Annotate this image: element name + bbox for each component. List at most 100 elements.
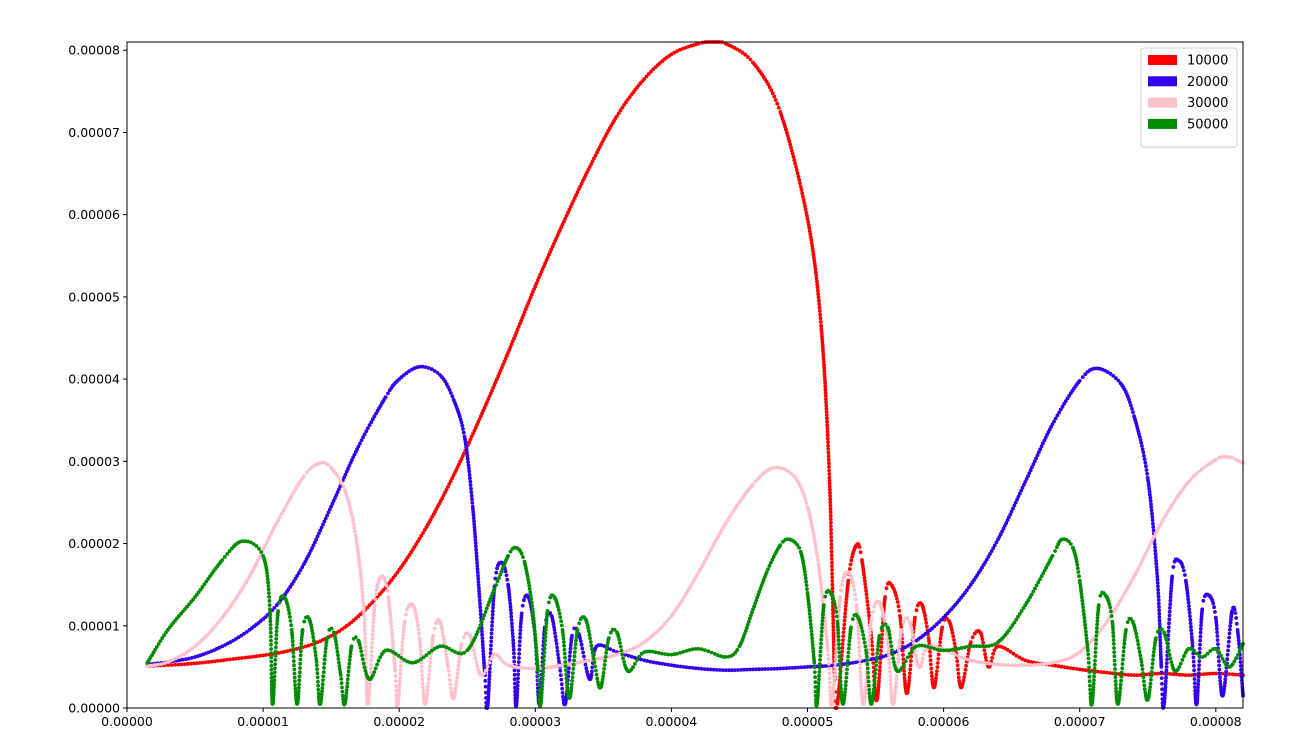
point-50000	[494, 583, 498, 587]
point-50000	[269, 667, 274, 672]
point-10000	[615, 114, 619, 118]
point-20000	[1168, 595, 1173, 600]
point-50000	[297, 674, 302, 679]
point-10000	[825, 416, 829, 421]
point-50000	[297, 682, 301, 687]
point-50000	[835, 622, 840, 626]
point-20000	[1214, 623, 1219, 628]
point-50000	[666, 652, 671, 657]
point-50000	[752, 604, 756, 609]
point-30000	[1135, 569, 1139, 573]
point-10000	[209, 659, 214, 664]
point-50000	[1189, 646, 1194, 651]
point-10000	[1071, 666, 1076, 671]
point-50000	[875, 655, 879, 659]
point-50000	[335, 649, 340, 654]
point-50000	[298, 653, 303, 658]
point-50000	[733, 650, 738, 655]
point-50000	[572, 658, 576, 663]
point-10000	[1177, 672, 1182, 677]
point-20000	[1157, 608, 1161, 613]
point-10000	[527, 298, 532, 303]
point-50000	[565, 686, 570, 691]
point-20000	[1157, 605, 1161, 609]
point-10000	[1186, 673, 1191, 677]
point-50000	[660, 651, 664, 656]
point-10000	[1077, 667, 1082, 672]
point-20000	[559, 677, 564, 682]
point-10000	[924, 620, 929, 625]
point-20000	[1171, 565, 1176, 569]
legend-swatch-20000	[1148, 76, 1177, 87]
point-50000	[601, 670, 606, 675]
point-20000	[1164, 672, 1169, 677]
point-30000	[887, 661, 892, 666]
point-10000	[1180, 673, 1185, 677]
point-30000	[857, 653, 862, 658]
point-20000	[1187, 610, 1192, 615]
point-20000	[1137, 435, 1142, 439]
point-50000	[656, 651, 661, 655]
point-20000	[310, 546, 314, 550]
point-30000	[427, 672, 431, 677]
point-50000	[290, 639, 295, 644]
point-50000	[1091, 691, 1095, 695]
point-20000	[177, 658, 182, 663]
point-20000	[511, 641, 516, 646]
point-20000	[519, 618, 523, 623]
point-30000	[545, 665, 550, 670]
point-20000	[1167, 609, 1172, 614]
point-20000	[460, 423, 465, 428]
point-30000	[427, 668, 432, 673]
point-50000	[593, 664, 598, 669]
point-10000	[930, 674, 934, 679]
point-50000	[1074, 557, 1079, 561]
point-50000	[847, 635, 852, 640]
point-20000	[1159, 665, 1164, 669]
point-30000	[448, 678, 452, 682]
point-50000	[1055, 545, 1059, 549]
point-30000	[288, 496, 293, 501]
point-10000	[822, 375, 827, 380]
point-50000	[1137, 649, 1142, 654]
point-50000	[291, 659, 296, 663]
point-20000	[512, 672, 517, 677]
point-50000	[877, 633, 882, 638]
point-50000	[257, 546, 261, 551]
point-30000	[367, 691, 372, 696]
point-30000	[887, 657, 892, 662]
point-30000	[823, 625, 828, 630]
point-50000	[1095, 615, 1100, 620]
point-20000	[1143, 460, 1148, 465]
point-50000	[622, 660, 626, 664]
point-10000	[790, 151, 795, 156]
point-50000	[872, 679, 877, 684]
point-20000	[589, 672, 594, 677]
point-10000	[824, 406, 829, 411]
point-10000	[894, 596, 899, 601]
point-20000	[1144, 468, 1149, 472]
point-50000	[637, 654, 642, 659]
point-30000	[388, 617, 393, 622]
point-50000	[1203, 654, 1207, 658]
point-30000	[1152, 534, 1157, 539]
point-20000	[1233, 611, 1238, 615]
point-10000	[949, 627, 954, 632]
point-10000	[525, 304, 529, 309]
point-20000	[553, 634, 558, 639]
point-20000	[748, 667, 752, 672]
point-20000	[568, 643, 573, 648]
point-50000	[340, 693, 345, 698]
point-10000	[518, 321, 522, 326]
point-10000	[234, 656, 238, 661]
point-10000	[903, 679, 907, 684]
point-10000	[469, 434, 474, 439]
point-10000	[1059, 664, 1064, 669]
point-20000	[690, 666, 695, 670]
point-10000	[542, 264, 546, 268]
point-30000	[949, 651, 954, 655]
point-50000	[268, 612, 273, 617]
point-30000	[824, 631, 829, 636]
point-30000	[370, 632, 375, 637]
point-20000	[338, 484, 343, 489]
